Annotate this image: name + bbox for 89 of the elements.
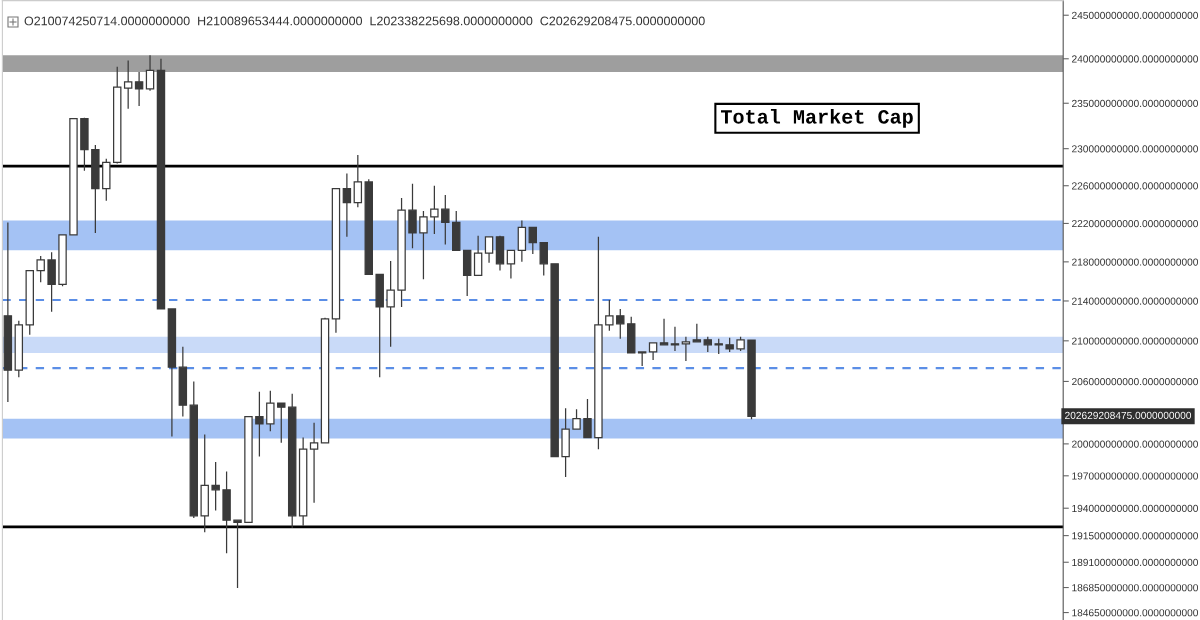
candlestick xyxy=(452,210,461,251)
y-tick-label: 197000000000.0000000000 xyxy=(1072,472,1199,480)
candlestick xyxy=(506,249,516,280)
candlestick xyxy=(233,519,242,589)
y-tick-label: 184650000000.0000000000 xyxy=(1072,609,1199,617)
candlestick xyxy=(473,235,483,277)
annotation: O210074250714.0000000000 H210089653444.0000000000 L202338225698.0000000000 C202629208475.0000000000 xyxy=(24,16,705,26)
y-tick-label: 210000000000.0000000000 xyxy=(1072,337,1199,345)
candlestick xyxy=(167,308,177,438)
y-tick-label: 218000000000.0000000000 xyxy=(1072,258,1199,266)
candlestick xyxy=(244,415,253,524)
candlestick xyxy=(309,422,319,504)
y-tick-label: 200000000000.0000000000 xyxy=(1072,440,1199,448)
candlestick xyxy=(353,154,363,208)
candlestick xyxy=(320,317,330,444)
candlestick xyxy=(277,402,286,444)
candlestick xyxy=(408,183,417,249)
candlestick xyxy=(637,351,647,367)
candlestick xyxy=(298,436,308,527)
candlestick xyxy=(626,316,636,354)
y-tick-label: 186850000000.0000000000 xyxy=(1072,584,1199,592)
candlestick xyxy=(364,178,373,276)
y-tick-label: 206000000000.0000000000 xyxy=(1072,378,1199,386)
candlestick xyxy=(112,66,122,165)
candlestick xyxy=(102,158,111,202)
candlestick xyxy=(287,393,297,529)
candlestick xyxy=(342,172,352,238)
candlestick xyxy=(648,342,658,361)
candlestick xyxy=(156,58,166,310)
candlestick xyxy=(550,263,559,458)
y-tick-label: 214000000000.0000000000 xyxy=(1072,297,1199,305)
candlestick xyxy=(659,318,669,346)
y-tick-label: 230000000000.0000000000 xyxy=(1072,145,1199,153)
candlestick xyxy=(747,339,756,420)
candlestick xyxy=(222,470,231,554)
candlestick xyxy=(419,210,428,280)
text: 202629208475.0000000000 xyxy=(1065,411,1192,420)
candlestick xyxy=(736,336,745,352)
candlestick xyxy=(178,346,188,418)
candlestick xyxy=(211,461,220,512)
candlestick xyxy=(386,260,395,348)
candlestick xyxy=(69,117,78,236)
y-tick-label: 189100000000.0000000000 xyxy=(1072,558,1199,567)
y-tick-label: 191500000000.0000000000 xyxy=(1072,532,1199,540)
candlestick xyxy=(25,269,34,336)
y-tick-label: 245000000000.0000000000 xyxy=(1072,11,1199,19)
candlestick xyxy=(91,144,100,234)
text: Total Market Cap xyxy=(721,108,913,128)
candlestick xyxy=(703,336,713,353)
candlestick xyxy=(539,241,548,277)
y-tick-label: 194000000000.0000000000 xyxy=(1072,504,1199,512)
candlestick xyxy=(200,433,209,533)
candlestick xyxy=(572,408,581,430)
candlestick xyxy=(616,308,625,340)
candlestick xyxy=(266,390,275,432)
candlestick xyxy=(681,336,691,362)
candlestick xyxy=(441,194,450,246)
candlestick xyxy=(430,185,439,235)
candlestick xyxy=(725,337,734,353)
y-tick-label: 240000000000.0000000000 xyxy=(1072,55,1199,63)
candlestick xyxy=(594,236,603,450)
candlestick xyxy=(462,249,472,297)
candlestick xyxy=(331,187,341,334)
candlestick xyxy=(397,197,406,308)
y-tick-label: 235000000000.0000000000 xyxy=(1072,99,1199,108)
candlestick xyxy=(58,234,67,287)
candlestick xyxy=(123,59,133,110)
y-tick-label: 222000000000.0000000000 xyxy=(1072,220,1199,228)
candlestick xyxy=(255,391,264,458)
candlestick xyxy=(80,117,89,172)
candlestick xyxy=(692,323,702,343)
candlestick xyxy=(528,226,538,255)
candlestick xyxy=(375,273,384,378)
candlestick xyxy=(714,338,723,355)
candlestick xyxy=(495,235,505,272)
candlestick xyxy=(14,320,24,378)
candlestick xyxy=(36,255,45,283)
y-tick-label: 226000000000.0000000000 xyxy=(1072,182,1199,190)
candlestick xyxy=(670,326,680,352)
candlestick xyxy=(3,221,13,403)
candlestick xyxy=(605,299,614,332)
candlestick xyxy=(517,219,527,263)
candlestick xyxy=(189,380,199,519)
candlestick xyxy=(47,251,56,313)
candlestick xyxy=(145,54,155,92)
candlestick xyxy=(561,407,570,478)
candlestick xyxy=(583,398,592,439)
candlestick xyxy=(134,71,144,107)
candlestick xyxy=(484,236,494,264)
